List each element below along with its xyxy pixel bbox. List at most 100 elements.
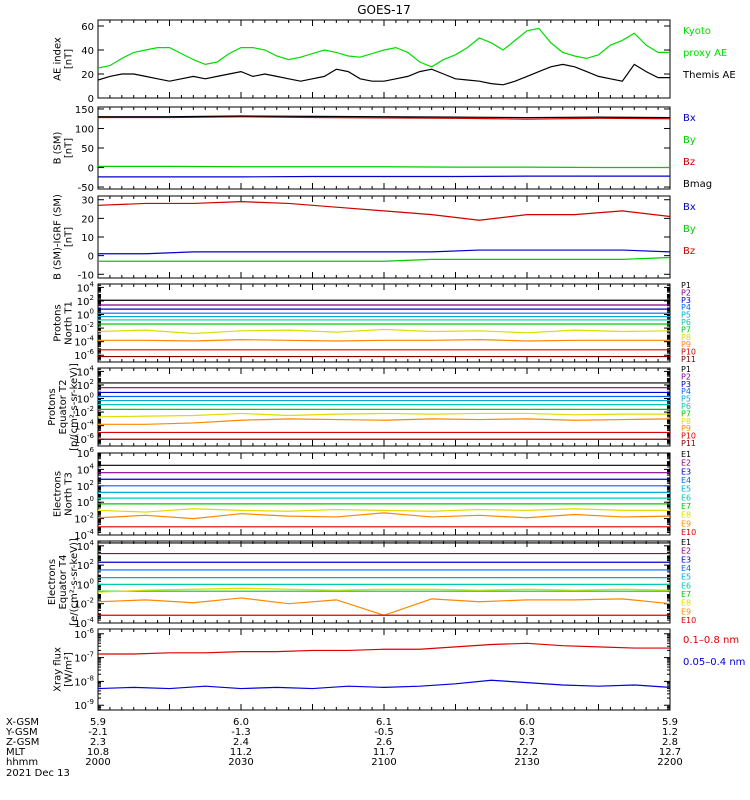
y-axis-label: North T3	[64, 472, 75, 516]
channel-label: P5	[681, 311, 691, 320]
channel-label: E5	[681, 573, 691, 582]
y-tick-label: 40	[81, 46, 94, 57]
channel-label: P7	[681, 325, 691, 334]
row-label: hhmm	[6, 757, 38, 768]
y-tick-exponent: 4	[90, 539, 95, 547]
channel-label: P2	[681, 372, 691, 381]
y-tick-label: 10-4	[74, 335, 94, 349]
channel-line	[98, 597, 670, 616]
channel-label: P1	[681, 365, 691, 374]
channel-label: E4	[681, 476, 691, 485]
y-tick-exponent: -4	[87, 616, 95, 624]
channel-label: P10	[681, 348, 696, 357]
legend-entry: Bz	[683, 246, 695, 257]
legend-entry: 0.1–0.8 nm	[683, 635, 739, 646]
legend-entry: Themis AE	[682, 70, 736, 81]
y-tick-exponent: 4	[90, 462, 95, 470]
y-tick-exponent: 2	[90, 378, 94, 386]
legend-entry: Kyoto	[683, 26, 711, 37]
y-tick-exponent: -2	[87, 321, 94, 329]
series-group	[98, 464, 670, 528]
y-tick-exponent: 2	[90, 479, 94, 487]
channel-line	[98, 587, 670, 593]
y-axis-label: [nT]	[64, 138, 75, 158]
y-tick-exponent: 0	[90, 308, 94, 316]
y-tick-exponent: -4	[87, 528, 95, 536]
series-line	[98, 249, 670, 255]
y-tick-exponent: -2	[87, 597, 94, 605]
row-label: Z-GSM	[6, 737, 39, 748]
legend-entry: By	[683, 135, 696, 146]
y-tick-exponent: -6	[87, 348, 95, 356]
series-line	[98, 679, 670, 690]
y-tick-label: 10-6	[74, 627, 94, 641]
y-tick-label: 102	[77, 479, 94, 493]
axis-value: 11.2	[230, 747, 252, 758]
row-label: MLT	[6, 747, 26, 758]
panel-xray: 10-9 10-8 10-7 10-6 Xray flux [W/m²] 0.1–0.8 n…	[53, 627, 746, 712]
y-tick-exponent: 2	[90, 294, 94, 302]
y-tick-exponent: 2	[90, 558, 94, 566]
y-axis-label: Electrons	[53, 471, 64, 517]
series-group	[98, 115, 670, 178]
channel-label: P5	[681, 395, 691, 404]
panel-bigrf: -10 0 10 20 30 B (SM)-IGRF (SM) [nT] Bx By Bz	[53, 194, 696, 281]
y-tick-label: 150	[75, 105, 94, 116]
panel-frame	[97, 19, 671, 99]
channel-label: P11	[681, 355, 696, 364]
y-tick-exponent: -4	[87, 419, 95, 427]
y-tick-label: 104	[77, 280, 95, 294]
y-tick-exponent: -8	[87, 674, 94, 682]
y-tick-label: 106	[77, 446, 95, 460]
channel-label: E10	[681, 616, 696, 625]
y-tick-label: 104	[77, 462, 95, 476]
panel-ae: 0 20 40 60 AE index [nT] Kyoto proxy AE Themis A…	[53, 19, 736, 105]
row-label: Y-GSM	[5, 727, 38, 738]
channel-label: P9	[681, 340, 691, 349]
legend-entry: By	[683, 224, 696, 235]
channel-label: P10	[681, 432, 696, 441]
axis-value: 0.3	[519, 727, 535, 738]
channel-label: P9	[681, 424, 691, 433]
y-tick-exponent: -9	[87, 698, 94, 706]
channel-label: P3	[681, 380, 691, 389]
y-axis-label: Equator T4	[58, 555, 69, 610]
channel-label: E5	[681, 485, 691, 494]
channel-line	[98, 508, 670, 513]
channel-label: E7	[681, 590, 691, 599]
channel-line	[98, 512, 670, 520]
legend-entry: Bz	[683, 157, 695, 168]
y-tick-exponent: -6	[87, 627, 95, 635]
chart-title: GOES-17	[357, 3, 411, 17]
series-line	[98, 116, 670, 120]
legend-entry: 0.05–0.4 nm	[683, 657, 745, 668]
axis-value: -1.3	[231, 727, 251, 738]
y-axis-label: Protons	[53, 304, 64, 341]
panel-bsm: -50 0 50 100 150 B (SM) [nT] Bx By Bz Bmag	[53, 105, 713, 194]
y-axis-label: Equator T2	[58, 380, 69, 435]
y-tick-exponent: -4	[87, 335, 95, 343]
axis-value: 2.7	[519, 737, 535, 748]
y-tick-label: 102	[77, 294, 94, 308]
axis-value: 5.9	[90, 717, 106, 728]
y-axis-label: [W/m²]	[64, 652, 75, 687]
axis-value: 6.0	[519, 717, 535, 728]
channel-label: E10	[681, 528, 696, 537]
series-group	[98, 542, 670, 616]
channel-label: P4	[681, 387, 691, 396]
y-axis-label: Protons	[47, 388, 58, 425]
channel-label: P8	[681, 417, 691, 426]
axis-value: -2.1	[88, 727, 108, 738]
channel-label: E9	[681, 607, 691, 616]
channel-label: E3	[681, 467, 691, 476]
channel-line	[98, 412, 670, 418]
axis-value: 12.2	[516, 747, 538, 758]
channel-label: E1	[681, 538, 691, 547]
y-tick-label: 20	[81, 214, 94, 225]
y-tick-exponent: 0	[90, 392, 94, 400]
